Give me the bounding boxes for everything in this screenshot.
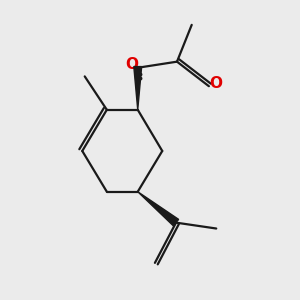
Text: O: O (209, 76, 222, 91)
Polygon shape (134, 67, 142, 110)
Text: O: O (125, 57, 138, 72)
Polygon shape (138, 192, 178, 226)
